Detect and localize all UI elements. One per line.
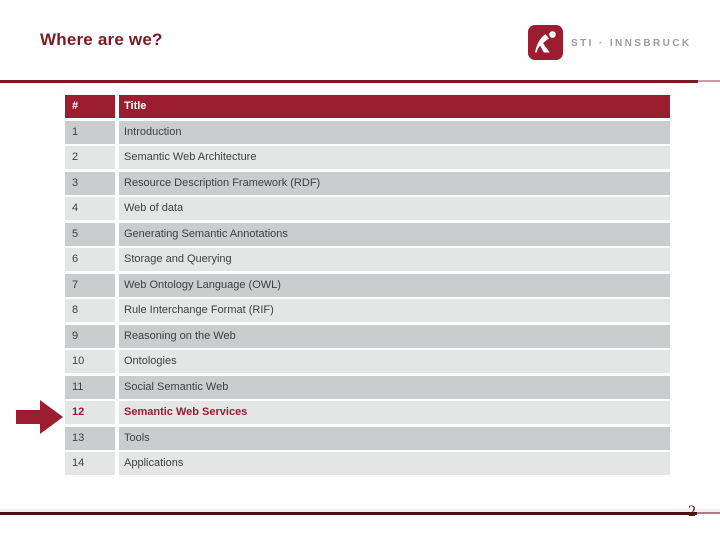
brand-wordmark: STI · INNSBRUCK	[571, 38, 692, 49]
row-number-cell: 3	[65, 171, 115, 195]
row-number-cell: 2	[65, 146, 115, 169]
footer-divider	[0, 512, 697, 515]
footer-divider-glow	[0, 509, 720, 512]
table-row-current: 12 Semantic Web Services	[65, 401, 670, 424]
row-title-cell: Storage and Querying	[119, 248, 670, 271]
page-title: Where are we?	[40, 30, 163, 49]
header-divider-end	[698, 80, 720, 82]
row-number-cell: 1	[65, 120, 115, 144]
table-row: 13 Tools	[65, 426, 670, 450]
row-title-cell: Web Ontology Language (OWL)	[119, 273, 670, 297]
current-row-arrow-icon	[16, 400, 63, 434]
row-title-cell: Applications	[119, 452, 670, 475]
column-header-number: #	[65, 95, 115, 118]
row-title-cell: Semantic Web Architecture	[119, 146, 670, 169]
row-title-cell: Resource Description Framework (RDF)	[119, 171, 670, 195]
table-row: 3 Resource Description Framework (RDF)	[65, 171, 670, 195]
row-title-cell: Ontologies	[119, 350, 670, 373]
row-number-cell: 4	[65, 197, 115, 220]
sti-logo-icon	[528, 25, 563, 60]
row-title-cell: Reasoning on the Web	[119, 324, 670, 348]
row-number-cell: 14	[65, 452, 115, 475]
row-number-cell: 9	[65, 324, 115, 348]
table-row: 1 Introduction	[65, 120, 670, 144]
table-row: 6 Storage and Querying	[65, 248, 670, 271]
row-number-cell: 5	[65, 222, 115, 246]
toc-table: # Title 1 Introduction 2 Semantic Web Archi…	[65, 95, 670, 478]
row-number-cell: 7	[65, 273, 115, 297]
table-row: 5 Generating Semantic Annotations	[65, 222, 670, 246]
row-title-cell: Introduction	[119, 120, 670, 144]
table-row: 7 Web Ontology Language (OWL)	[65, 273, 670, 297]
table-row: 8 Rule Interchange Format (RIF)	[65, 299, 670, 322]
row-number-cell: 13	[65, 426, 115, 450]
table-row: 2 Semantic Web Architecture	[65, 146, 670, 169]
table-header-row: # Title	[65, 95, 670, 118]
row-number-cell: 10	[65, 350, 115, 373]
row-number-cell: 12	[65, 401, 115, 424]
table-row: 11 Social Semantic Web	[65, 375, 670, 399]
table-row: 4 Web of data	[65, 197, 670, 220]
row-number-cell: 6	[65, 248, 115, 271]
column-header-title: Title	[119, 95, 670, 118]
slide-page-number: 2	[688, 503, 696, 520]
table-row: 10 Ontologies	[65, 350, 670, 373]
row-title-cell: Rule Interchange Format (RIF)	[119, 299, 670, 322]
header-divider	[0, 80, 698, 83]
row-title-cell: Generating Semantic Annotations	[119, 222, 670, 246]
row-number-cell: 8	[65, 299, 115, 322]
row-title-cell: Social Semantic Web	[119, 375, 670, 399]
row-title-cell: Web of data	[119, 197, 670, 220]
footer-divider-end	[697, 512, 720, 514]
table-row: 9 Reasoning on the Web	[65, 324, 670, 348]
row-title-cell: Semantic Web Services	[119, 401, 670, 424]
row-number-cell: 11	[65, 375, 115, 399]
row-title-cell: Tools	[119, 426, 670, 450]
table-row: 14 Applications	[65, 452, 670, 475]
